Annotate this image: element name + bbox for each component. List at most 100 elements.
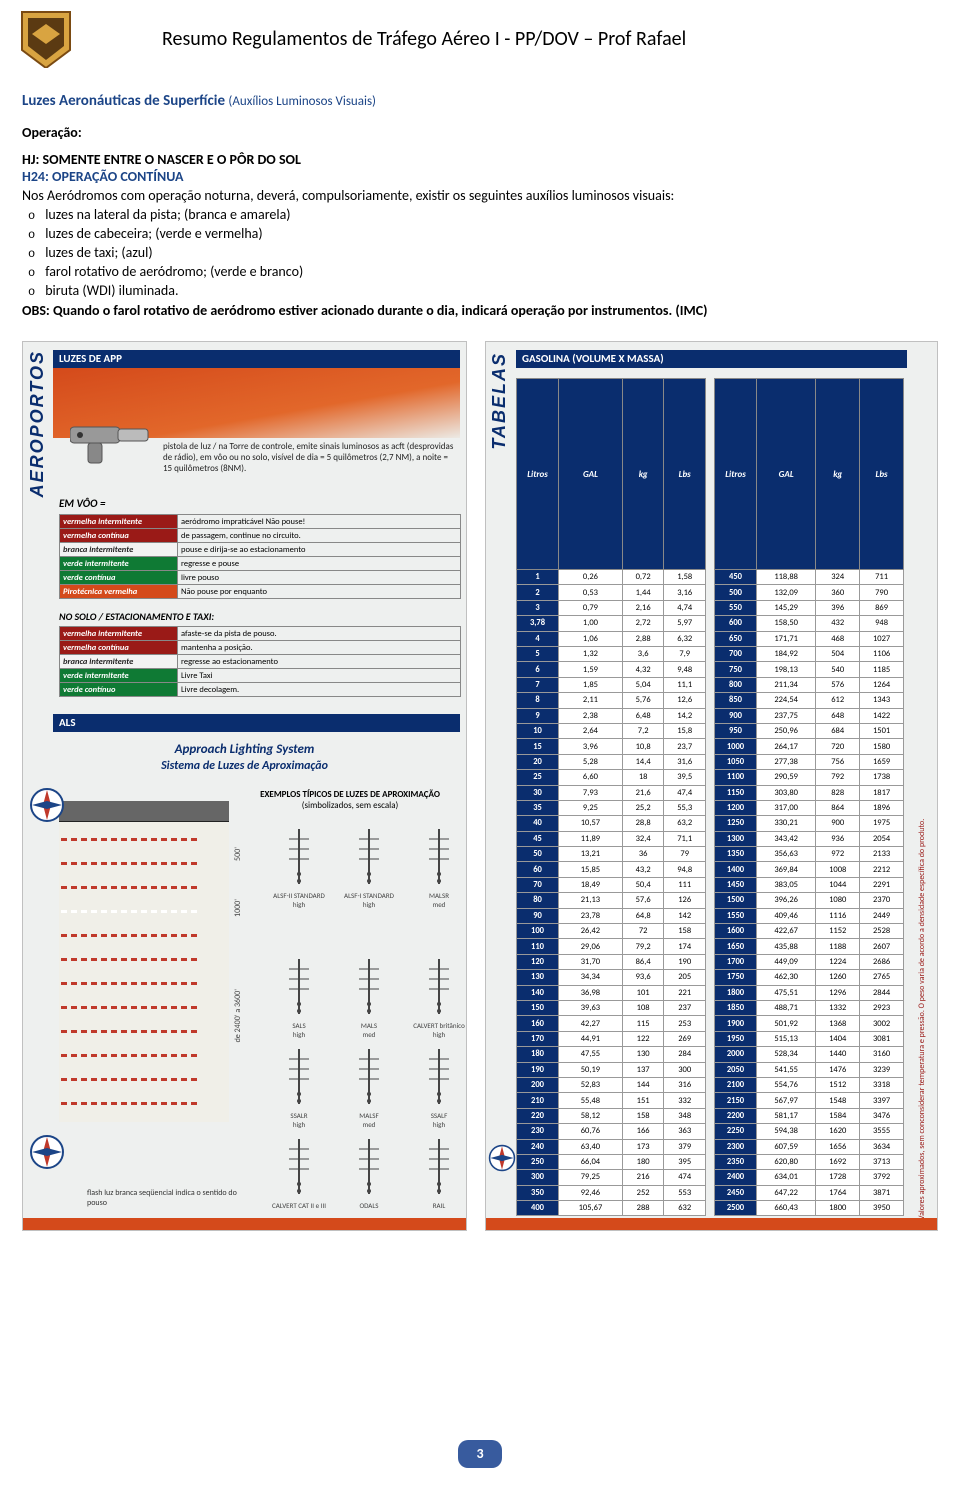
fuel-cell: 612 — [816, 693, 860, 708]
fuel-cell: 1404 — [816, 1031, 860, 1046]
fuel-cell: 395 — [664, 1154, 706, 1169]
fuel-cell: 594,38 — [757, 1124, 816, 1139]
fuel-cell: 648 — [816, 708, 860, 723]
fuel-cell: 1332 — [816, 1000, 860, 1015]
fuel-cell: 1,58 — [664, 570, 706, 585]
fuel-cell: 66,04 — [559, 1154, 623, 1169]
fuel-cell: 1224 — [816, 954, 860, 969]
fuel-cell: 230 — [517, 1124, 559, 1139]
fuel-cell: 94,8 — [664, 862, 706, 877]
fuel-cell: 21,6 — [622, 785, 664, 800]
fuel-cell: 190 — [517, 1062, 559, 1077]
fuel-cell: 435,88 — [757, 939, 816, 954]
fuel-cell: 55,3 — [664, 800, 706, 815]
light-row — [59, 1049, 229, 1057]
fuel-cell: 2528 — [860, 924, 904, 939]
fuel-cell: 1,44 — [622, 585, 664, 600]
section-title-main: Luzes Aeronáuticas de Superfície — [22, 92, 225, 110]
fuel-cell: 303,80 — [757, 785, 816, 800]
fuel-cell: 2500 — [715, 1201, 757, 1216]
fuel-cell: 130 — [622, 1047, 664, 1062]
fuel-cell: 360 — [816, 585, 860, 600]
als-symbol-name: SSALR — [290, 1111, 307, 1120]
signal-table-voo: vermelha intermitenteaeródromo impraticá… — [59, 514, 461, 599]
fuel-cell: 950 — [715, 723, 757, 738]
fuel-cell: 488,71 — [757, 1000, 816, 1015]
fuel-cell: 151 — [622, 1093, 664, 1108]
fuel-cell: 23,7 — [664, 739, 706, 754]
fuel-cell: 3318 — [860, 1077, 904, 1092]
fuel-cell: 64,8 — [622, 908, 664, 923]
fuel-col-header: kg — [816, 379, 860, 570]
als-symbol-sub: high — [293, 1120, 305, 1129]
fuel-cell: 567,97 — [757, 1093, 816, 1108]
fuel-cell: 55,48 — [559, 1093, 623, 1108]
signal-label: vermelha contínua — [60, 641, 178, 655]
fuel-cell: 750 — [715, 662, 757, 677]
fuel-cell: 1,59 — [559, 662, 623, 677]
dim-1000: 1000' — [233, 899, 243, 917]
fuel-cell: 140 — [517, 985, 559, 1000]
fuel-cell: 2450 — [715, 1185, 757, 1200]
als-symbol-name: ODALS — [359, 1201, 378, 1210]
fuel-cell: 869 — [860, 600, 904, 615]
fuel-cell: 720 — [816, 739, 860, 754]
light-gun-icon — [65, 412, 155, 472]
als-ex-title: EXEMPLOS TÍPICOS DE LUZES DE APROXIMAÇÃO — [245, 789, 455, 800]
signal-meaning: aeródromo impraticável Não pouse! — [178, 515, 461, 529]
als-symbol-sub: high — [293, 1030, 305, 1039]
fuel-cell: 158 — [622, 1108, 664, 1123]
fuel-cell: 2400 — [715, 1170, 757, 1185]
fuel-cell: 142 — [664, 908, 706, 923]
fuel-col-header: Lbs — [860, 379, 904, 570]
fuel-cell: 1152 — [816, 924, 860, 939]
fuel-cell: 40 — [517, 816, 559, 831]
page-header: Resumo Regulamentos de Tráfego Aéreo I -… — [0, 0, 960, 74]
fuel-cell: 343,42 — [757, 831, 816, 846]
page-title: Resumo Regulamentos de Tráfego Aéreo I -… — [162, 27, 686, 51]
als-symbol: MALSRmed — [409, 829, 469, 909]
fuel-cell: 31,70 — [559, 954, 623, 969]
fuel-cell: 790 — [860, 585, 904, 600]
images-row: AEROPORTOS LUZES DE APP pistola de luz /… — [0, 319, 960, 1231]
fuel-cell: 3239 — [860, 1062, 904, 1077]
aux-list: luzes na lateral da pista; (branca e ama… — [22, 206, 938, 300]
fuel-cell: 108 — [622, 1000, 664, 1015]
signal-label: verde contínua — [60, 571, 178, 585]
fuel-cell: 422,67 — [757, 924, 816, 939]
fuel-cell: 240 — [517, 1139, 559, 1154]
em-voo-header: EM VÔO = — [59, 497, 105, 510]
fuel-cell: 115 — [622, 1016, 664, 1031]
page-number: 3 — [458, 1440, 502, 1468]
fuel-cell: 30 — [517, 785, 559, 800]
fuel-cell: 1584 — [816, 1108, 860, 1123]
flash-note: flash luz branca seqüencial indica o sen… — [87, 1188, 237, 1208]
signal-meaning: Livre Taxi — [178, 669, 461, 683]
fuel-cell: 660,43 — [757, 1201, 816, 1216]
fuel-cell: 650 — [715, 631, 757, 646]
als-symbol-name: SSALF — [431, 1111, 448, 1120]
fuel-cell: 20 — [517, 754, 559, 769]
fuel-cell: 2350 — [715, 1154, 757, 1169]
fuel-cell: 409,46 — [757, 908, 816, 923]
gasolina-bar: GASOLINA (VOLUME X MASSA) — [516, 350, 907, 368]
fuel-cell: 221 — [664, 985, 706, 1000]
fuel-cell: 13,21 — [559, 847, 623, 862]
panel-aeroportos: AEROPORTOS LUZES DE APP pistola de luz /… — [22, 341, 467, 1231]
fuel-cell: 363 — [664, 1124, 706, 1139]
fuel-cell: 277,38 — [757, 754, 816, 769]
fuel-cell: 1150 — [715, 785, 757, 800]
fuel-cell: 1817 — [860, 785, 904, 800]
fuel-cell: 9,48 — [664, 662, 706, 677]
fuel-cell: 6,60 — [559, 770, 623, 785]
signal-meaning: regresse ao estacionamento — [178, 655, 461, 669]
fuel-cell: 237 — [664, 1000, 706, 1015]
compass-icon — [29, 1134, 65, 1170]
fuel-cell: 173 — [622, 1139, 664, 1154]
als-ex-sub: (simbolizados, sem escala) — [245, 800, 455, 811]
fuel-col-header: GAL — [757, 379, 816, 570]
fuel-cell: 25,2 — [622, 800, 664, 815]
als-symbol: SSALFhigh — [409, 1049, 469, 1129]
fuel-cell: 1600 — [715, 924, 757, 939]
fuel-cell: 1,06 — [559, 631, 623, 646]
